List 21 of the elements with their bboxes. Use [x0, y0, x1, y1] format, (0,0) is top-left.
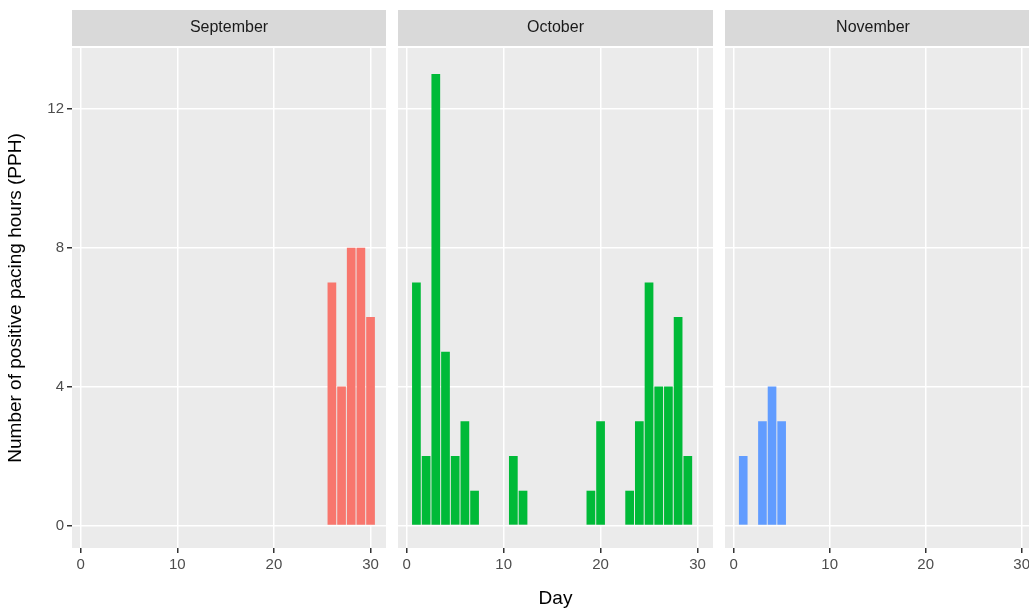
y-axis-title: Number of positive pacing hours (PPH) [3, 133, 25, 463]
y-tick-label: 0 [55, 515, 64, 533]
chart-title: November [836, 18, 911, 36]
y-tick-label: 8 [55, 237, 64, 255]
x-tick-label: 20 [265, 555, 283, 573]
x-tick-label: 10 [821, 555, 838, 573]
x-tick-label: 10 [168, 555, 186, 573]
y-tick-label: 12 [47, 98, 64, 116]
x-tick-label: 0 [402, 555, 411, 573]
chart-title: October [527, 18, 585, 36]
x-tick-label: 30 [1013, 555, 1029, 573]
x-axis-title: Day [538, 586, 573, 608]
x-tick-label: 20 [917, 555, 934, 573]
x-tick-label: 20 [592, 555, 609, 573]
x-tick-label: 30 [362, 555, 379, 573]
x-tick-label: 10 [495, 555, 512, 573]
x-tick-label: 0 [729, 555, 738, 573]
x-tick-label: 0 [76, 555, 85, 573]
x-tick-label: 30 [689, 555, 706, 573]
chart-title: September [189, 18, 269, 36]
y-tick-label: 4 [55, 376, 64, 394]
